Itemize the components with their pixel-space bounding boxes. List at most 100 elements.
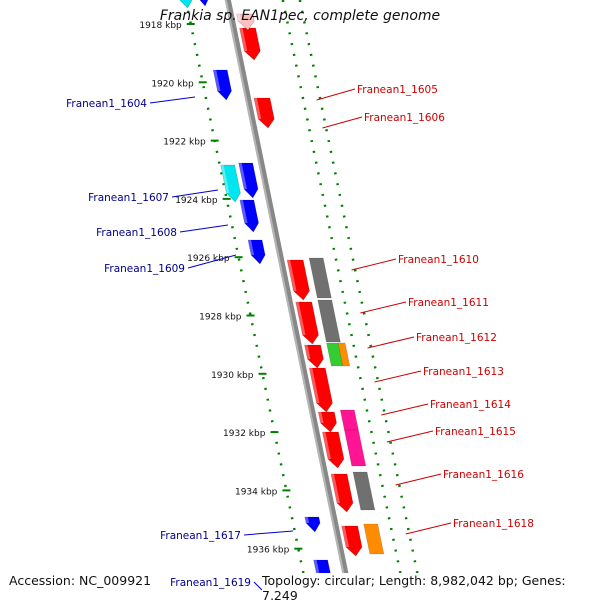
label-leader-Franean1_1617 (243, 530, 294, 536)
gene-Franean1_1612-shape (304, 344, 324, 369)
gene-Franean1_1607-shape (220, 164, 241, 203)
gene-Franean1_1617-shape (304, 516, 321, 533)
gene-Franean1_1610-shine (287, 260, 297, 291)
scale-tick-label: 1922 kbp (163, 138, 206, 148)
label-leader-Franean1_1608 (179, 224, 229, 233)
label-leader-Franean1_1606 (322, 116, 363, 129)
gene-Franean1_1612-shine (304, 345, 311, 359)
gene-Franean1_1609 (247, 239, 266, 265)
gene-Franean1_1615-shape (322, 431, 345, 469)
gene-Franean1_1618-shape (341, 525, 363, 557)
gene-label-Franean1_1606: Franean1_1606 (364, 112, 445, 124)
label-leader-Franean1_1609 (187, 254, 237, 269)
label-leader-Franean1_1619 (253, 581, 263, 591)
label-leader-Franean1_1605 (316, 88, 356, 101)
scale-tick-label: 1918 kbp (139, 21, 182, 31)
scale-tick-label: 1930 kbp (211, 371, 254, 381)
gene-Franean1_1611-shape (295, 301, 319, 345)
scale-tick-label: 1936 kbp (247, 546, 290, 556)
label-leader-Franean1_1604 (149, 96, 196, 104)
backbone-group (224, 0, 354, 600)
accession-label: Accession: NC_009921 (9, 573, 152, 588)
cog-box-Franean1_1614 (339, 409, 359, 431)
genome-summary: Topology: circular; Length: 8,982,042 bp… (262, 573, 600, 600)
gene-Franean1_1616-shape (330, 473, 354, 513)
gene-Franean1_1608-shine (239, 200, 248, 223)
gene-Franean1_1613-shine (309, 368, 320, 403)
gene-Franean1_1613 (308, 367, 333, 413)
gene-Franean1_1611-shine (295, 302, 306, 335)
gene-partial-top-pink (236, 13, 255, 31)
gene-label-Franean1_1611: Franean1_1611 (408, 297, 489, 309)
gene-Franean1_1609-shape (247, 239, 266, 265)
gene-label-Franean1_1610: Franean1_1610 (398, 254, 479, 266)
map-title: Frankia sp. EAN1pec, complete genome (159, 8, 441, 24)
gene-Franean1_1606-shine (253, 98, 262, 119)
cog-box-Franean1_1615 (344, 429, 367, 467)
gene-Franean1_1612 (304, 344, 324, 369)
gene-Franean1_1606-shape (253, 97, 275, 129)
gene-Franean1_1604-shine (213, 70, 221, 91)
cog-box-Franean1_1616 (352, 471, 376, 511)
gene-Franean1_1613-shape (308, 367, 333, 413)
gene-cds-adjacent-shape (238, 162, 259, 199)
gene-partial-top-pink-shape (236, 13, 255, 31)
gene-Franean1_1611 (295, 301, 319, 345)
label-leader-Franean1_1615 (386, 430, 434, 443)
gene-Franean1_1615 (322, 431, 345, 469)
gene-label-Franean1_1618: Franean1_1618 (453, 518, 534, 530)
scale-tick-label: 1920 kbp (151, 79, 194, 89)
gene-Franean1_1617 (304, 516, 321, 533)
scale-tick-label: 1932 kbp (223, 429, 266, 439)
label-leader-Franean1_1618 (405, 522, 452, 535)
gene-label-Franean1_1609: Franean1_1609 (104, 263, 185, 275)
gene-label-Franean1_1617: Franean1_1617 (160, 530, 241, 542)
gene-Franean1_1609-shine (248, 240, 255, 255)
scale-tick-label: 1934 kbp (235, 487, 278, 497)
forward-strand-genes: Franean1_1605 Franean1_1606 Franean1_1610 F… (236, 13, 534, 557)
gene-label-Franean1_1616: Franean1_1616 (443, 469, 524, 481)
label-leader-Franean1_1611 (360, 301, 407, 314)
gene-Franean1_1610 (286, 259, 310, 301)
gene-Franean1_1608-shape (239, 199, 259, 233)
label-leader-Franean1_1614 (381, 403, 429, 416)
scale-tick-label: 1926 kbp (187, 254, 230, 264)
gene-partial-top-cyan-shape (179, 0, 193, 9)
gene-partial-top-pink-shine (236, 14, 242, 21)
scale-tick-label: 1928 kbp (199, 313, 242, 323)
gene-Franean1_1604 (212, 69, 232, 101)
gene-label-Franean1_1619: Franean1_1619 (170, 577, 251, 589)
gene-cds-adjacent-shine (238, 163, 248, 189)
gene-Franean1_1608 (239, 199, 259, 233)
scale-tick-label: 1924 kbp (175, 196, 218, 206)
gene-label-Franean1_1612: Franean1_1612 (416, 332, 497, 344)
gene-label-Franean1_1605: Franean1_1605 (357, 84, 438, 96)
gene-label-Franean1_1608: Franean1_1608 (96, 227, 177, 239)
gene-Franean1_1614 (317, 411, 337, 433)
gene-Franean1_1606 (253, 97, 275, 129)
cog-box-Franean1_1611 (317, 299, 341, 343)
backbone-highlight (224, 0, 350, 600)
label-leader-Franean1_1613 (374, 370, 422, 383)
cog-box-Franean1_1618 (363, 523, 385, 555)
gene-Franean1_1615-shine (322, 432, 331, 459)
gene-Franean1_1616 (330, 473, 354, 513)
gene-Franean1_1605-shine (239, 28, 248, 51)
label-leader-Franean1_1612 (367, 336, 415, 349)
gene-Franean1_1617-shine (304, 517, 310, 523)
gene-Franean1_1616-shine (331, 474, 340, 503)
cog-box-extra-Franean1_1612 (337, 342, 351, 367)
gene-Franean1_1605 (239, 27, 261, 61)
gene-cds-adjacent (238, 162, 259, 199)
gene-Franean1_1618 (341, 525, 363, 557)
gene-partial-top-blue (199, 0, 209, 7)
gene-Franean1_1614-shine (318, 412, 324, 423)
gene-Franean1_1618-shine (341, 526, 349, 547)
gene-label-Franean1_1607: Franean1_1607 (88, 192, 169, 204)
reverse-strand-genes: Franean1_1604 Franean1_1607 Franean1_1608 F… (66, 0, 335, 600)
gene-Franean1_1610-shape (286, 259, 310, 301)
gene-label-Franean1_1613: Franean1_1613 (423, 366, 504, 378)
cog-box-Franean1_1610 (308, 257, 332, 299)
